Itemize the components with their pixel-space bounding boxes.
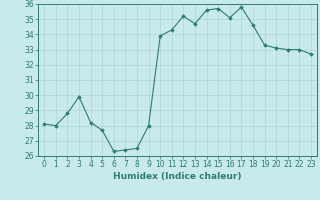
X-axis label: Humidex (Indice chaleur): Humidex (Indice chaleur) [113,172,242,181]
